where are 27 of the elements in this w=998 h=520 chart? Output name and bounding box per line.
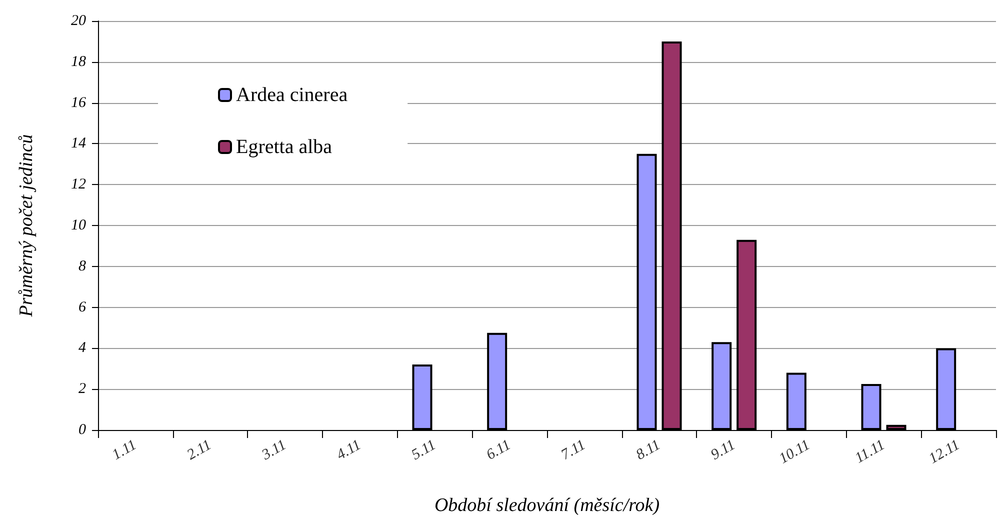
- y-tick-label: 14: [71, 136, 86, 152]
- y-tick-label: 16: [71, 94, 86, 111]
- x-tick-label: 2.11: [184, 437, 214, 464]
- x-tick-label: 12.11: [926, 437, 963, 468]
- x-tick-label: 7.11: [558, 437, 588, 464]
- y-tick-label: 18: [71, 54, 86, 70]
- x-tick-label: 10.11: [776, 437, 813, 468]
- x-axis-title: Období sledování (měsíc/rok): [434, 495, 660, 516]
- y-tick-label: 20: [71, 13, 86, 29]
- y-axis-title: Průměrný počet jedinců: [16, 134, 37, 318]
- x-tick-label: 1.11: [110, 437, 140, 464]
- y-tick-label: 8: [78, 258, 86, 274]
- x-tick-label: 11.11: [852, 437, 888, 467]
- x-tick-label: 4.11: [334, 437, 364, 464]
- x-tick-label: 5.11: [408, 437, 439, 464]
- y-tick-label: 2: [78, 381, 86, 398]
- x-tick-label: 6.11: [484, 437, 514, 464]
- x-tick-label: 3.11: [258, 437, 290, 464]
- y-tick-label: 12: [71, 176, 86, 193]
- x-tick-label: 8.11: [633, 437, 664, 464]
- y-tick-label: 0: [78, 422, 86, 438]
- legend-label: Ardea cinerea: [236, 84, 348, 106]
- y-tick-label: 6: [78, 299, 86, 316]
- y-tick-label: 10: [71, 218, 86, 234]
- legend-label: Egretta alba: [236, 136, 332, 158]
- y-tick-label: 4: [78, 340, 86, 356]
- x-tick-label: 9.11: [708, 437, 738, 464]
